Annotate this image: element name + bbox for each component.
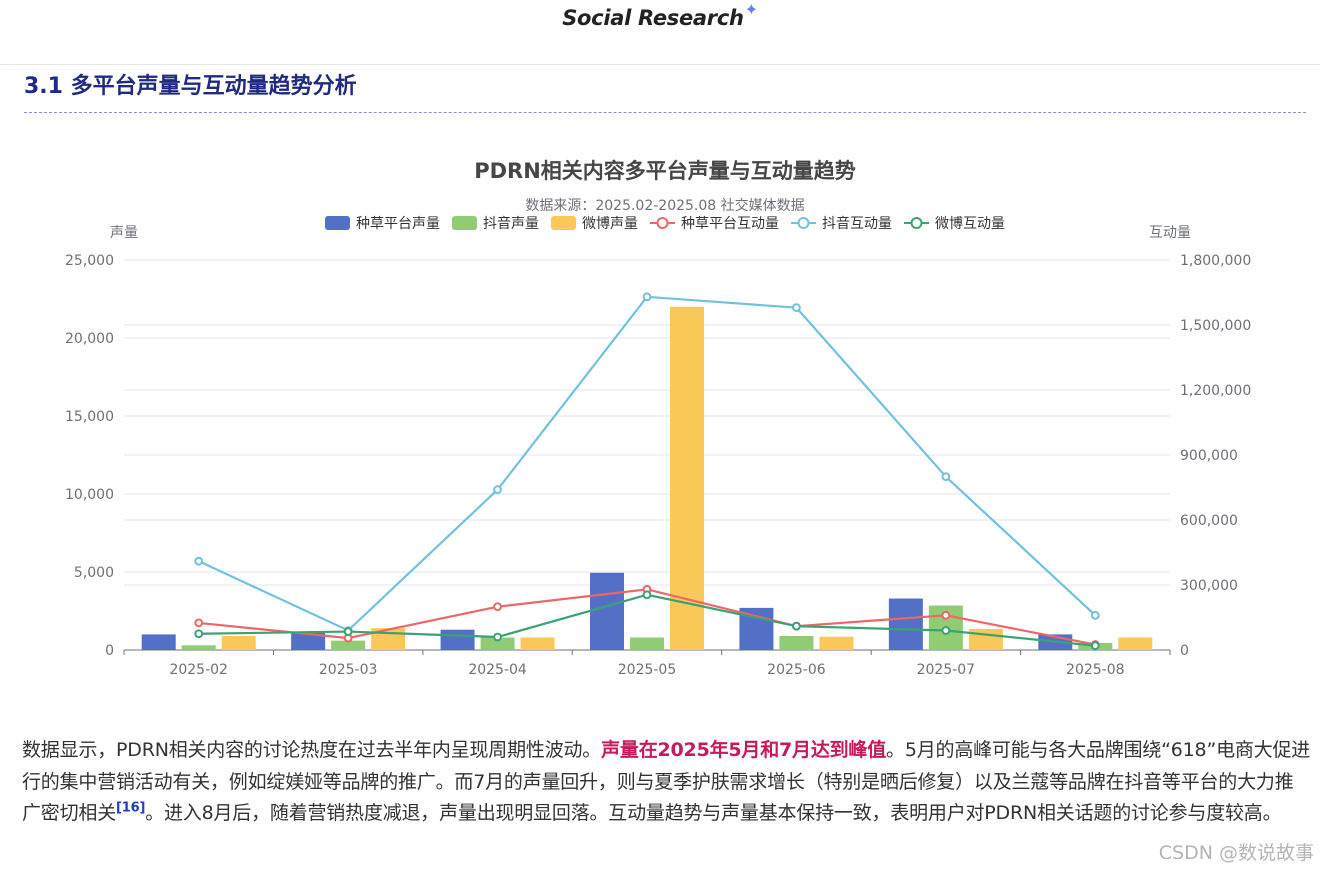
y2-tick-label: 1,200,000 [1180,383,1251,399]
y2-tick-label: 1,500,000 [1180,318,1251,334]
series-point-0 [493,602,502,612]
section-title: 3.1 多平台声量与互动量趋势分析 [24,74,357,99]
series-point-0 [941,610,951,620]
legend-swatch-point [656,217,669,229]
bar-2 [968,628,1003,650]
bar-0 [141,634,176,650]
trend-chart: PDRN相关内容多平台声量与互动量趋势 数据来源：2025.02-2025.08… [65,159,1251,678]
bar-2 [520,637,555,650]
watermark: CSDN @数说故事 [1158,842,1314,864]
brand-name: Social Research [562,6,744,30]
series-point-1 [493,485,502,495]
series-point-1 [194,556,204,566]
y-tick-label: 10,000 [65,487,114,503]
x-tick-label: 2025-02 [169,662,228,678]
x-tick-label: 2025-03 [319,662,378,678]
top-bar: Social Research✦ [0,0,1320,65]
series-point-1 [792,303,801,313]
gridlines [124,259,1170,586]
section-divider [24,112,1306,113]
series-point-1 [642,292,652,302]
paragraph-highlight: 声量在2025年5月和7月达到峰值 [601,739,887,761]
bar-1 [779,635,814,650]
axes: 0 5,000 10,000 15,000 20,000 25,000 0 300,000 60… [65,253,1251,678]
series-point-2 [642,590,652,600]
bar-2 [819,636,854,650]
x-tick-label: 2025-08 [1066,662,1125,678]
series-point-2 [792,621,801,631]
bar-2 [221,635,256,650]
y-axis-label: 声量 [110,225,138,241]
series-point-1 [1090,610,1100,620]
paragraph-text-3: 。进入8月后，随着营销热度减退，声量出现明显回落。互动量趋势与声量基本保持一致，… [145,802,1282,824]
bar-0 [291,632,326,650]
y2-tick-label: 0 [1180,643,1189,659]
y2-tick-label: 300,000 [1180,578,1238,594]
series-line-1 [198,295,1097,632]
bar-1 [181,645,216,650]
legend-swatch [452,216,477,230]
y2-axis-label: 互动量 [1149,225,1191,241]
legend-label: 微博互动量 [935,215,1005,232]
series-point-2 [941,626,951,635]
x-tick-label: 2025-07 [917,662,976,678]
y-tick-label: 25,000 [65,253,114,269]
citation-link[interactable]: [16] [116,800,146,816]
bar-2 [1118,637,1153,650]
y2-tick-label: 1,800,000 [1180,253,1251,269]
y-tick-label: 20,000 [65,331,114,347]
legend-label: 抖音声量 [483,215,539,232]
y-tick-label: 5,000 [74,565,114,581]
chart-title: PDRN相关内容多平台声量与互动量趋势 [474,159,856,183]
bar-1 [480,637,515,650]
legend-label: 种草平台声量 [356,216,440,232]
series-point-1 [941,472,951,482]
bar-0 [888,598,923,650]
bar-2 [670,306,704,650]
legend: 种草平台声量 抖音声量 微博声量 种草平台互动量 抖音互动量 微博互动量 [325,215,1005,232]
series-point-0 [194,618,204,628]
series-point-2 [493,632,502,642]
y-tick-label: 15,000 [65,409,114,425]
legend-swatch-point [797,217,810,229]
legend-swatch [551,216,576,230]
series-point-2 [343,627,353,636]
analysis-paragraph: 数据显示，PDRN相关内容的讨论热度在过去半年内呈现周期性波动。声量在2025年… [22,735,1312,830]
y-tick-label: 0 [105,643,114,659]
series-point-2 [194,629,204,639]
legend-label: 微博声量 [582,215,638,232]
x-tick-label: 2025-04 [468,662,527,678]
legend-label: 抖音互动量 [822,215,892,232]
bar-1 [630,637,664,650]
paragraph-text-2: 。5月的高峰可能与各大品牌围绕“618”电商大促进行的集中营销活动有关，例如绽媄… [22,739,1311,824]
x-tick-label: 2025-06 [767,662,826,678]
paragraph-text-1: 数据显示，PDRN相关内容的讨论热度在过去半年内呈现周期性波动。 [22,739,602,761]
bar-1 [331,640,366,650]
bar-0 [440,629,475,650]
chart-subtitle: 数据来源：2025.02-2025.08 社交媒体数据 [525,197,804,214]
series-point-2 [1090,641,1100,651]
legend-swatch [325,216,350,230]
bar-0 [590,572,624,650]
y2-tick-label: 900,000 [1180,448,1238,464]
lines [194,292,1100,651]
sparkle-icon: ✦ [744,0,758,19]
y2-tick-label: 600,000 [1180,513,1238,529]
legend-label: 种草平台互动量 [681,216,779,232]
brand-logo[interactable]: Social Research✦ [0,0,1320,30]
legend-swatch-point [910,217,923,229]
x-tick-label: 2025-05 [618,662,677,678]
